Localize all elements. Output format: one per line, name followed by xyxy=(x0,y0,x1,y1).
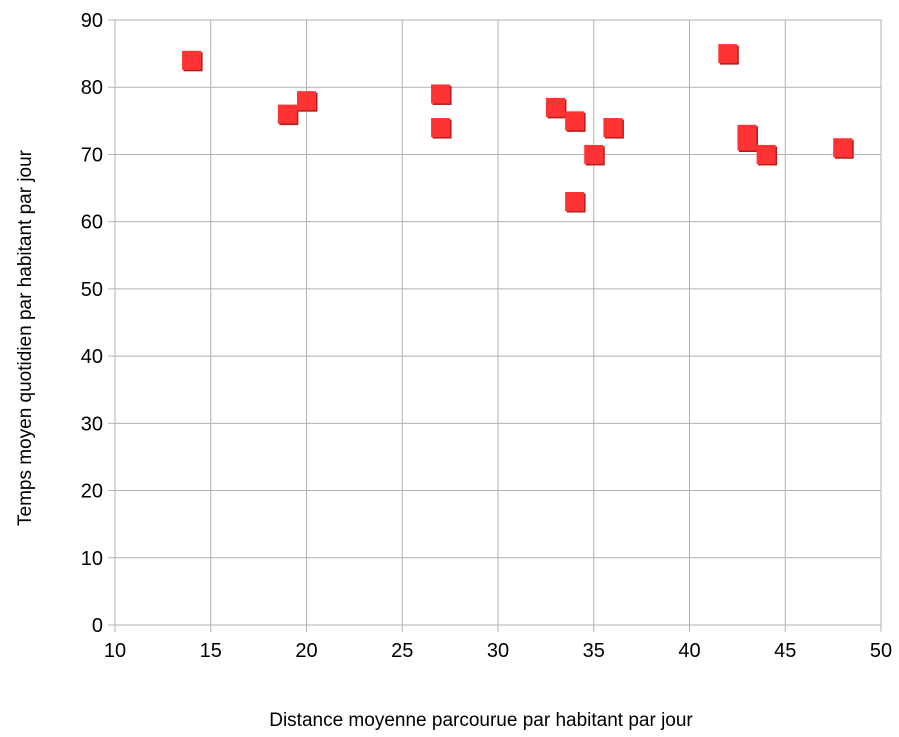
y-tick-label: 70 xyxy=(81,144,103,166)
data-point xyxy=(565,192,586,213)
y-tick-label: 40 xyxy=(81,346,103,368)
data-point-marker xyxy=(737,131,757,151)
data-point-marker xyxy=(603,118,623,138)
data-point-marker xyxy=(545,97,565,117)
data-point-marker xyxy=(718,44,738,64)
data-point xyxy=(737,131,758,152)
data-point-marker xyxy=(277,104,297,124)
y-tick-label: 90 xyxy=(81,10,103,32)
x-axis-ticks: 10 15 20 25 30 35 40 45 50 xyxy=(104,625,892,662)
y-tick-label: 60 xyxy=(81,212,103,234)
y-tick-label: 10 xyxy=(81,548,103,570)
data-point-marker xyxy=(756,144,776,164)
x-tick-label: 25 xyxy=(391,640,413,662)
data-point xyxy=(718,44,739,65)
data-point-marker xyxy=(833,138,853,158)
data-point-marker xyxy=(182,50,202,70)
data-point-marker xyxy=(297,91,316,111)
x-tick-label: 45 xyxy=(774,640,796,662)
x-tick-label: 30 xyxy=(487,640,509,662)
x-tick-label: 35 xyxy=(583,640,605,662)
x-tick-label: 20 xyxy=(295,640,317,662)
data-point xyxy=(277,104,299,126)
y-tick-label: 80 xyxy=(81,77,103,99)
data-point-marker xyxy=(431,84,451,104)
data-point xyxy=(297,91,318,112)
data-points xyxy=(182,44,854,213)
data-point-marker xyxy=(565,111,585,131)
data-point xyxy=(182,50,203,72)
data-point xyxy=(833,138,854,159)
x-tick-label: 50 xyxy=(870,640,892,662)
x-tick-label: 15 xyxy=(200,640,222,662)
y-tick-label: 30 xyxy=(81,413,103,435)
grid-layer xyxy=(114,19,882,626)
data-point xyxy=(545,97,567,119)
data-point xyxy=(431,84,452,105)
data-point xyxy=(565,111,586,132)
y-tick-label: 20 xyxy=(81,481,103,503)
data-point-marker xyxy=(431,118,451,138)
y-tick-label: 50 xyxy=(81,279,103,301)
data-point xyxy=(756,144,778,166)
x-axis-title: Distance moyenne parcourue par habitant … xyxy=(269,710,693,731)
data-point xyxy=(584,144,605,166)
x-tick-label: 40 xyxy=(678,640,700,662)
data-point xyxy=(431,118,452,139)
data-point-marker xyxy=(565,192,585,211)
data-point xyxy=(603,118,624,139)
x-tick-label: 10 xyxy=(104,640,126,662)
y-tick-label: 0 xyxy=(92,615,103,637)
y-axis-ticks: 0 10 20 30 40 50 60 70 80 90 xyxy=(81,10,115,637)
data-point-marker xyxy=(584,144,604,164)
y-axis-title: Temps moyen quotidien par habitant par j… xyxy=(15,149,36,526)
